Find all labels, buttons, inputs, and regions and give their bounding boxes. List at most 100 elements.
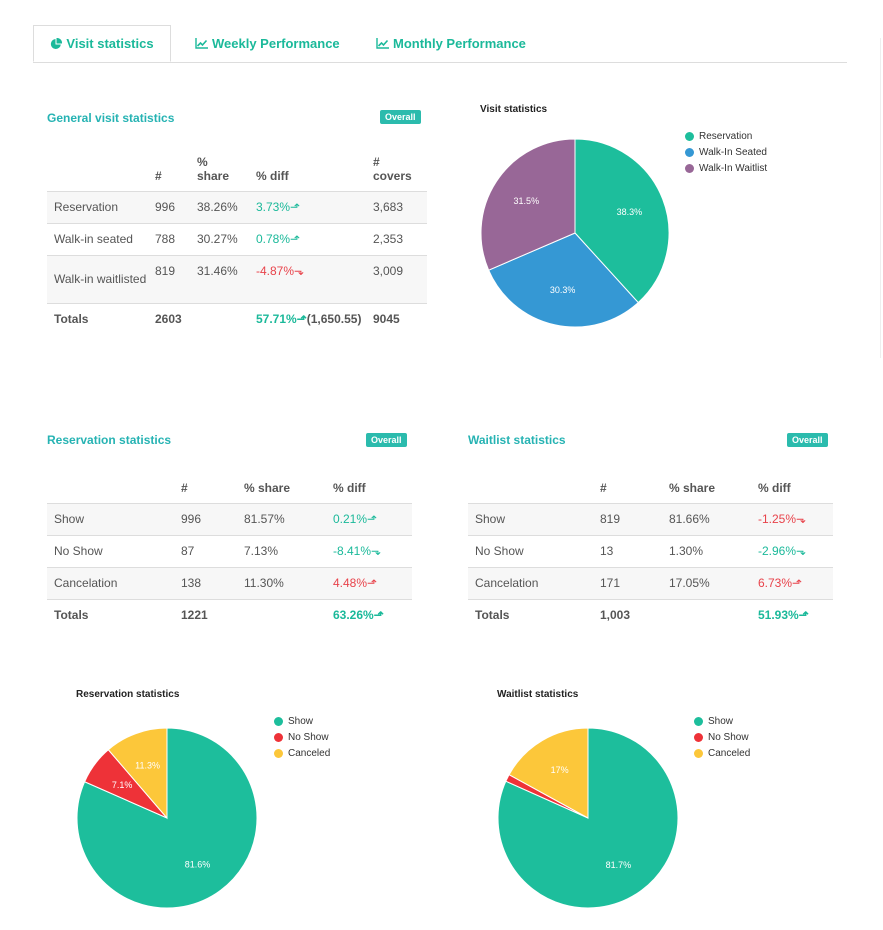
- table-row: Walk-in seated 788 30.27% 0.78%⬏ 2,353: [47, 223, 427, 256]
- overall-badge[interactable]: Overall: [787, 433, 828, 447]
- row-diff: -1.25%⬎: [751, 503, 833, 536]
- row-label: Cancelation: [47, 567, 174, 600]
- legend-label: Reservation: [699, 130, 753, 142]
- legend-label: No Show: [288, 731, 329, 743]
- overall-badge[interactable]: Overall: [366, 433, 407, 447]
- row-covers: 3,683: [366, 191, 427, 224]
- row-label: Walk-in waitlisted: [47, 255, 148, 304]
- row-covers: 3,009: [366, 255, 427, 304]
- pie-data-label: 30.3%: [550, 285, 576, 295]
- legend-item[interactable]: Reservation: [685, 128, 767, 144]
- overall-badge[interactable]: Overall: [380, 110, 421, 124]
- totals-count: 1221: [181, 608, 208, 623]
- row-share: 31.46%: [190, 255, 249, 304]
- row-diff: 6.73%⬏: [751, 567, 833, 600]
- pie-data-label: 17%: [551, 765, 569, 775]
- legend-label: Walk-In Seated: [699, 146, 767, 158]
- legend-label: Show: [288, 715, 314, 727]
- pie-data-label: 38.3%: [617, 207, 643, 217]
- chart-legend: Show No Show Canceled: [694, 713, 750, 761]
- tab-bar: Visit statistics Weekly Performance Mont…: [33, 25, 847, 63]
- chart-title: Visit statistics: [480, 104, 548, 115]
- totals-count: 1,003: [600, 608, 631, 623]
- general-stats-title: General visit statistics: [47, 111, 175, 125]
- arrow-up-icon: ⬏: [290, 232, 301, 246]
- row-share: 30.27%: [190, 223, 249, 256]
- legend-item[interactable]: No Show: [274, 729, 330, 745]
- row-count: 996: [174, 503, 237, 536]
- row-count: 819: [593, 503, 662, 536]
- row-share: 38.26%: [190, 191, 249, 224]
- table-row: Reservation 996 38.26% 3.73%⬏ 3,683: [47, 191, 427, 224]
- row-diff: 3.73%⬏: [249, 191, 366, 224]
- row-share: 17.05%: [662, 567, 751, 600]
- col-header-count: #: [148, 140, 190, 192]
- totals-label: Totals: [475, 608, 510, 623]
- row-share: 7.13%: [237, 535, 326, 568]
- chart-title: Reservation statistics: [76, 689, 180, 700]
- reservation-pie-chart: 81.6% 7.1%11.3%: [76, 727, 258, 909]
- col-header-share: % share: [190, 140, 249, 192]
- arrow-up-icon: ⬏: [798, 608, 809, 623]
- arrow-down-icon: ⬎: [796, 544, 807, 558]
- row-share: 11.30%: [237, 567, 326, 600]
- visit-pie-chart: 38.3% 30.3% 31.5%: [480, 138, 670, 328]
- legend-item[interactable]: Walk-In Seated: [685, 144, 767, 160]
- row-diff: 0.21%⬏: [326, 503, 412, 536]
- row-count: 87: [174, 535, 237, 568]
- tab-visit-statistics[interactable]: Visit statistics: [33, 25, 171, 62]
- legend-swatch: [694, 748, 703, 758]
- row-label: Cancelation: [468, 567, 593, 600]
- row-covers: 2,353: [366, 223, 427, 256]
- reservation-stats-title: Reservation statistics: [47, 433, 172, 447]
- col-header-diff: % diff: [326, 472, 412, 504]
- row-label: No Show: [47, 535, 174, 568]
- legend-item[interactable]: Canceled: [274, 745, 330, 761]
- legend-swatch: [685, 131, 694, 141]
- pie-chart-icon: [50, 37, 63, 50]
- arrow-up-icon: ⬏: [367, 512, 378, 526]
- legend-swatch: [274, 732, 283, 742]
- row-diff: -4.87%⬎: [249, 255, 366, 304]
- tab-monthly-performance[interactable]: Monthly Performance: [376, 25, 526, 61]
- legend-item[interactable]: Show: [694, 713, 750, 729]
- row-count: 819: [148, 255, 190, 304]
- chart-legend: Show No Show Canceled: [274, 713, 330, 761]
- col-header-diff: % diff: [751, 472, 833, 504]
- arrow-down-icon: ⬎: [371, 544, 382, 558]
- legend-item[interactable]: Walk-In Waitlist: [685, 160, 767, 176]
- legend-label: Show: [708, 715, 734, 727]
- legend-swatch: [685, 147, 694, 157]
- row-count: 138: [174, 567, 237, 600]
- col-header-count: #: [593, 472, 662, 504]
- waitlist-stats-title: Waitlist statistics: [468, 433, 566, 447]
- legend-swatch: [274, 716, 283, 726]
- totals-diff: 63.26%⬏: [333, 608, 384, 623]
- line-chart-icon: [195, 37, 208, 49]
- arrow-up-icon: ⬏: [373, 608, 384, 623]
- table-row: Show 819 81.66% -1.25%⬎: [468, 503, 833, 536]
- row-count: 996: [148, 191, 190, 224]
- legend-item[interactable]: No Show: [694, 729, 750, 745]
- totals-label: Totals: [54, 608, 89, 623]
- legend-item[interactable]: Show: [274, 713, 330, 729]
- totals-row: Totals 2603 57.71%⬏(1,650.55) 9045: [47, 303, 427, 335]
- arrow-up-icon: ⬏: [792, 576, 803, 590]
- table-row: Cancelation 171 17.05% 6.73%⬏: [468, 567, 833, 600]
- tab-weekly-performance[interactable]: Weekly Performance: [195, 25, 340, 61]
- pie-slice-canceled: [107, 727, 168, 820]
- arrow-down-icon: ⬎: [796, 512, 807, 526]
- totals-diff: 57.71%⬏(1,650.55): [256, 312, 362, 327]
- legend-swatch: [694, 732, 703, 742]
- col-header-diff: % diff: [249, 140, 366, 192]
- col-header-covers: # covers: [366, 140, 427, 192]
- totals-count: 2603: [155, 312, 182, 327]
- legend-swatch: [274, 748, 283, 758]
- pie-slice-walk-in-seated: [488, 232, 639, 328]
- legend-item[interactable]: Canceled: [694, 745, 750, 761]
- reservation-stats-table: # % share % diff Show 996 81.57% 0.21%⬏ …: [47, 472, 412, 631]
- row-count: 788: [148, 223, 190, 256]
- table-row: No Show 87 7.13% -8.41%⬎: [47, 535, 412, 568]
- row-label: Walk-in seated: [47, 223, 148, 256]
- totals-label: Totals: [54, 312, 89, 327]
